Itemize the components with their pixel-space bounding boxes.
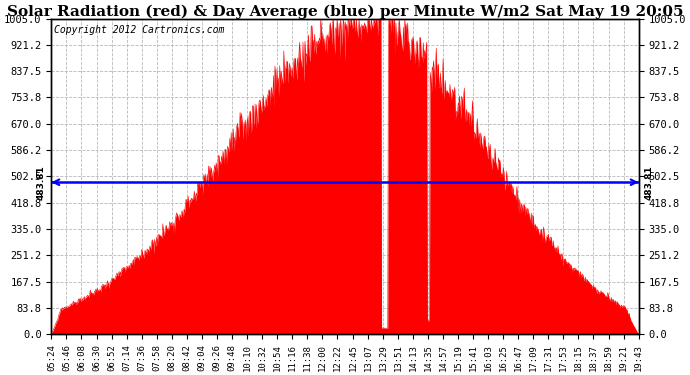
Title: Solar Radiation (red) & Day Average (blue) per Minute W/m2 Sat May 19 20:05: Solar Radiation (red) & Day Average (blu… xyxy=(7,4,683,18)
Text: 483.81: 483.81 xyxy=(644,165,653,200)
Text: 483.81: 483.81 xyxy=(37,165,46,200)
Text: Copyright 2012 Cartronics.com: Copyright 2012 Cartronics.com xyxy=(55,25,225,35)
